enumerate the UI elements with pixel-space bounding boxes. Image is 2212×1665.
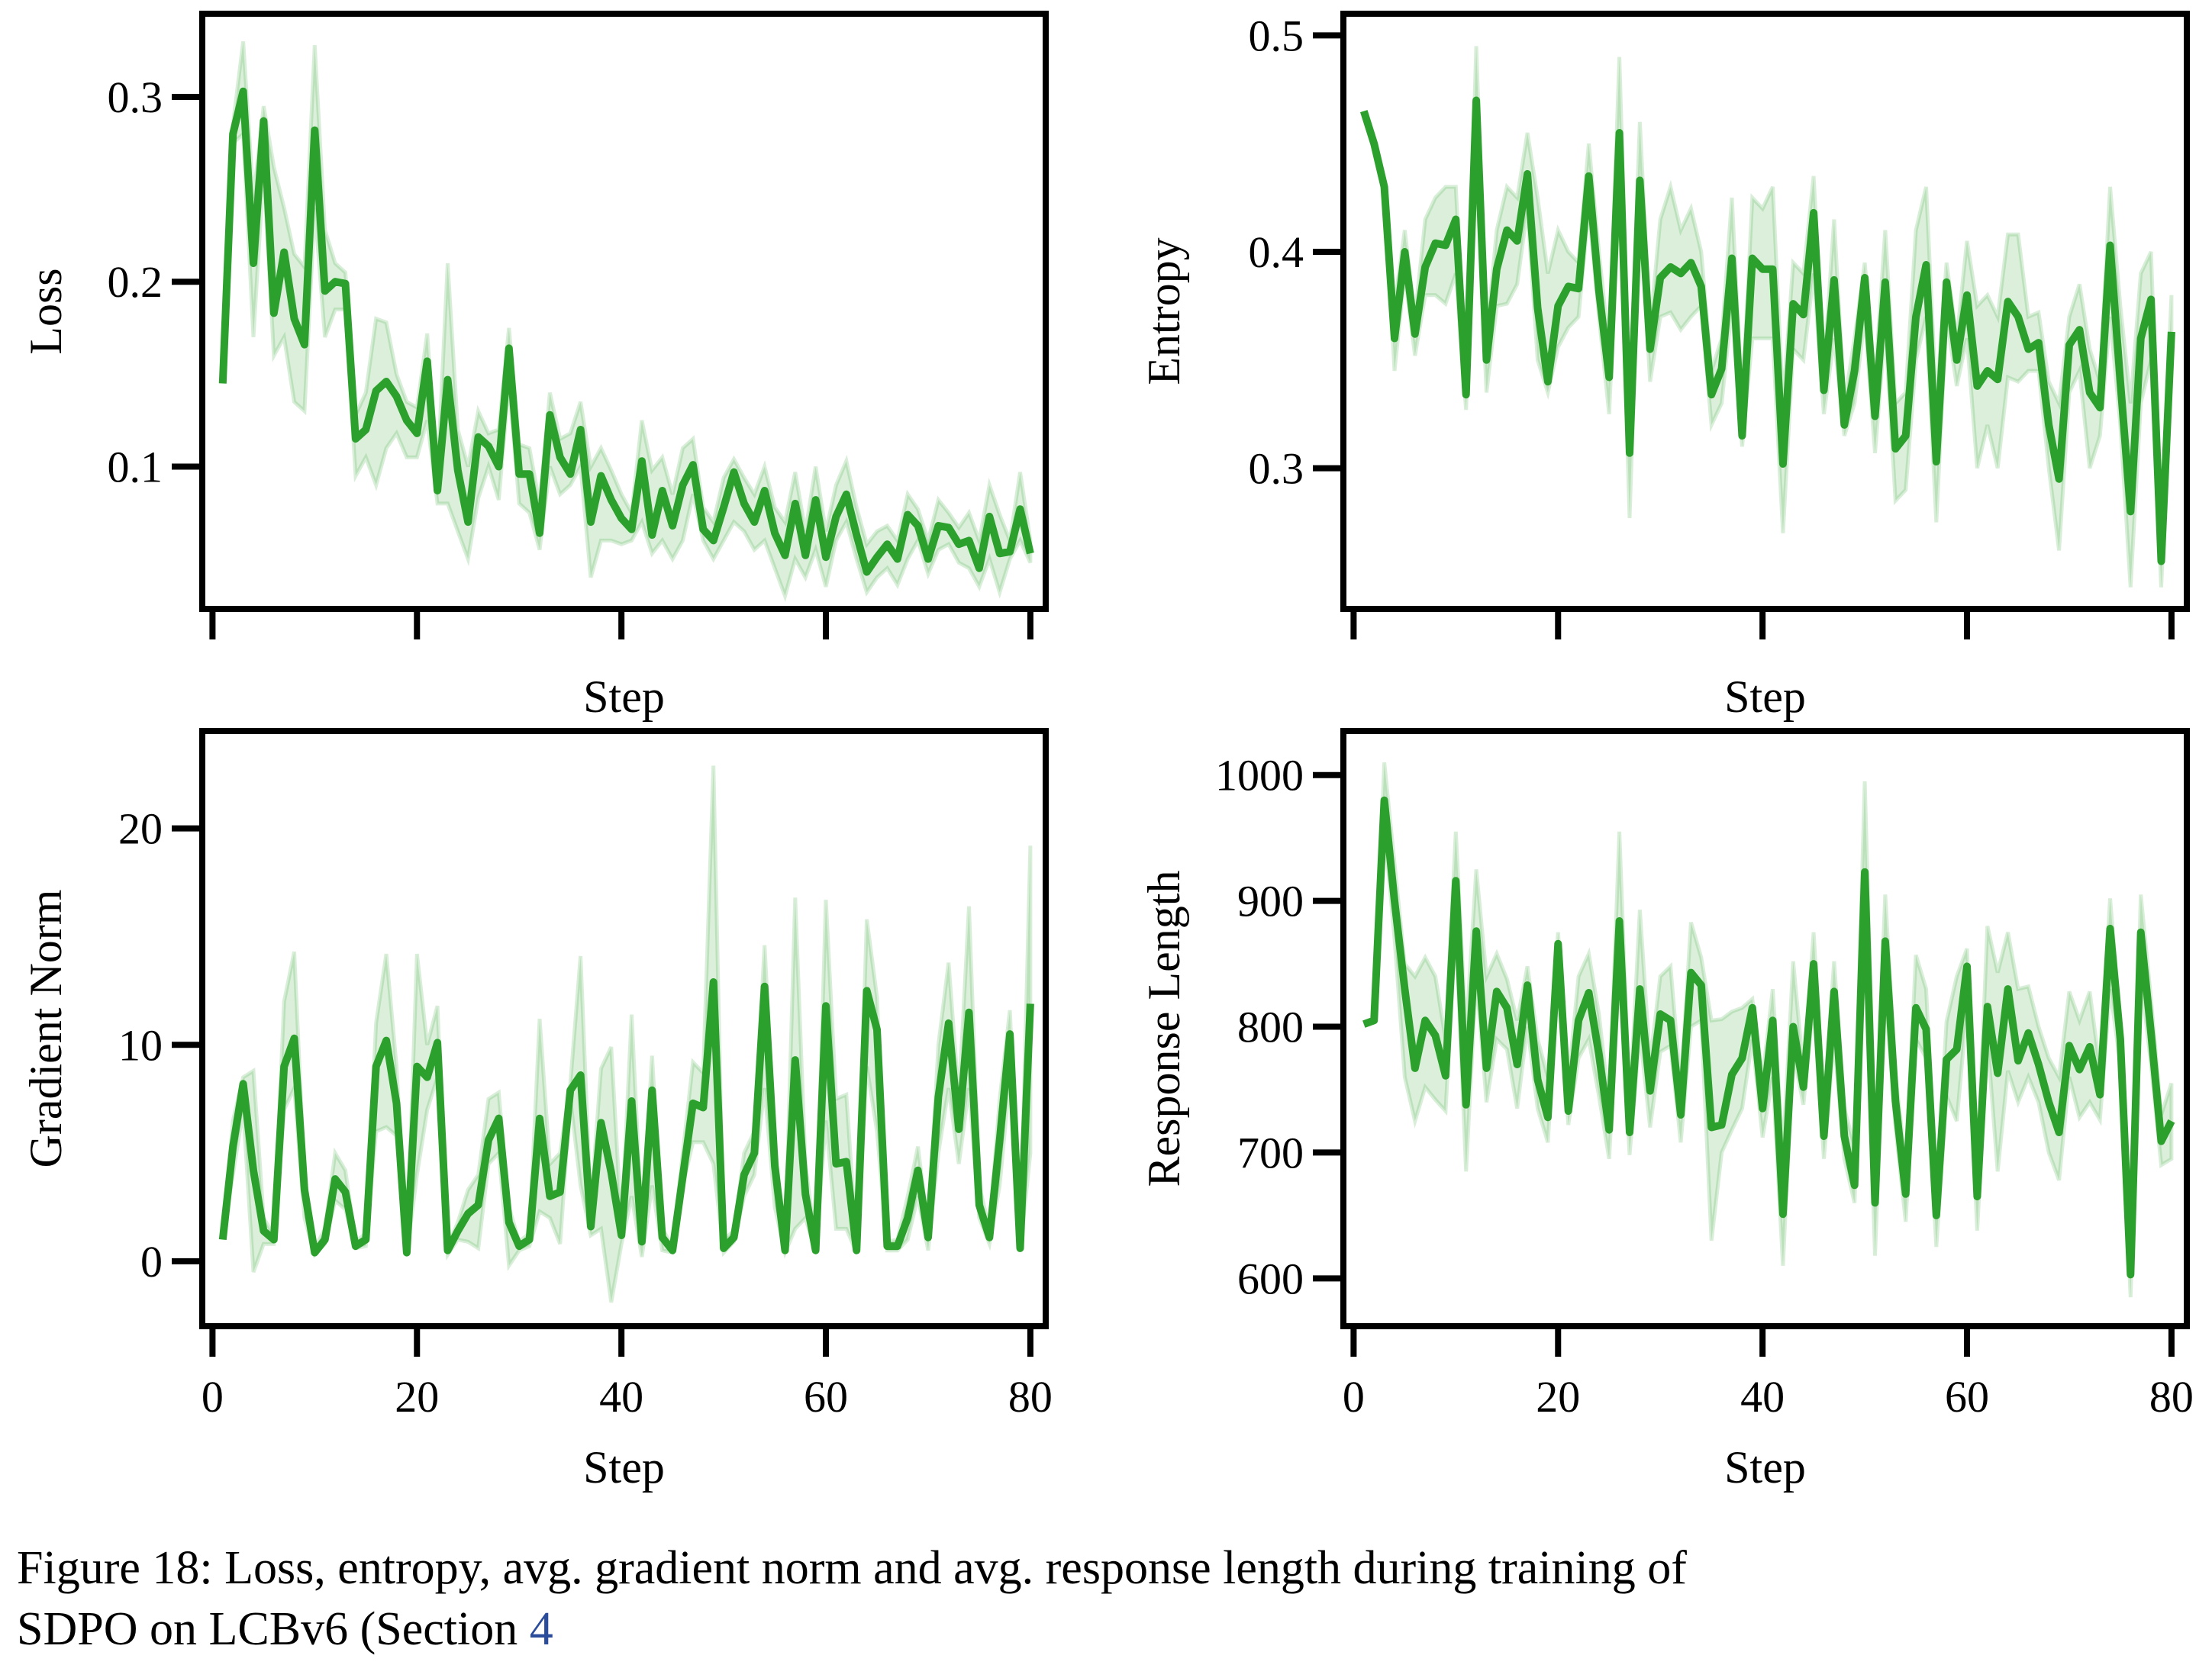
- x-axis-label: Step: [583, 1442, 665, 1493]
- axes-frame: [199, 728, 1049, 1329]
- y-tick-label: 0.5: [1249, 11, 1304, 60]
- y-tick-label: 0.2: [108, 257, 163, 307]
- x-tick-label: 20: [395, 1372, 439, 1422]
- y-axis-label: Response Length: [1139, 871, 1189, 1187]
- panel-bottom-left-gradient-norm: 0 20 40 60 80 0 10 20 Step Gradient Norm: [21, 728, 1053, 1493]
- y-tick-label: 800: [1237, 1003, 1304, 1052]
- x-tick-label: 40: [599, 1372, 643, 1422]
- y-tick-label: 600: [1237, 1254, 1304, 1303]
- x-tick-label: 20: [1536, 1372, 1580, 1422]
- y-tick-label: 0.3: [108, 72, 163, 122]
- axes-frame: [199, 11, 1049, 612]
- section-reference-link[interactable]: 4: [529, 1603, 553, 1655]
- panel-top-left-loss: 0.1 0.2 0.3 Step Loss: [21, 11, 1049, 722]
- x-tick-label: 0: [202, 1372, 224, 1422]
- panel-top-right-entropy: 0.3 0.4 0.5 Step Entropy: [1139, 11, 2190, 722]
- x-axis-label: Step: [1724, 671, 1806, 722]
- y-tick-label: 20: [118, 804, 163, 854]
- axes-frame: [1340, 11, 2190, 612]
- x-tick-label: 60: [1945, 1372, 1989, 1422]
- series-line: [1360, 96, 2175, 565]
- y-tick-label: 0.4: [1249, 227, 1304, 277]
- series-line: [218, 978, 1034, 1257]
- y-tick-label: 1000: [1215, 751, 1304, 800]
- y-axis-label: Entropy: [1139, 237, 1189, 385]
- caption-line-1: Figure 18: Loss, entropy, avg. gradient …: [17, 1542, 1687, 1594]
- figure: 0.1 0.2 0.3 Step Loss 0.3 0.4 0.5 Step Entropy 0 20…: [21, 11, 2194, 1493]
- figure-canvas: 0.1 0.2 0.3 Step Loss 0.3 0.4 0.5 Step Entropy 0 20…: [21, 11, 2194, 1493]
- x-axis-label: Step: [1724, 1442, 1806, 1493]
- x-axis-label: Step: [583, 671, 665, 722]
- x-tick-label: 0: [1343, 1372, 1365, 1422]
- panel-bottom-right-response-length: 0 20 40 60 80 600 700 800 900 1000 Step Response Le…: [1139, 728, 2194, 1493]
- y-tick-label: 0.3: [1249, 444, 1304, 494]
- x-tick-label: 40: [1740, 1372, 1785, 1422]
- y-tick-label: 10: [118, 1020, 163, 1070]
- x-tick-label: 60: [804, 1372, 848, 1422]
- figure-caption: Figure 18: Loss, entropy, avg. gradient …: [17, 1538, 2200, 1660]
- y-tick-label: 900: [1237, 877, 1304, 926]
- series-line: [1362, 796, 2175, 1279]
- y-tick-label: 0: [140, 1237, 163, 1287]
- axes-frame: [1340, 728, 2190, 1329]
- x-tick-label: 80: [1008, 1372, 1053, 1422]
- y-axis-label: Loss: [21, 268, 71, 354]
- y-tick-label: 700: [1237, 1128, 1304, 1177]
- y-tick-label: 0.1: [108, 442, 163, 491]
- y-axis-label: Gradient Norm: [21, 890, 71, 1168]
- series-line: [218, 87, 1034, 576]
- x-tick-label: 80: [2149, 1372, 2194, 1422]
- caption-line-2: SDPO on LCBv6 (Section: [17, 1603, 530, 1655]
